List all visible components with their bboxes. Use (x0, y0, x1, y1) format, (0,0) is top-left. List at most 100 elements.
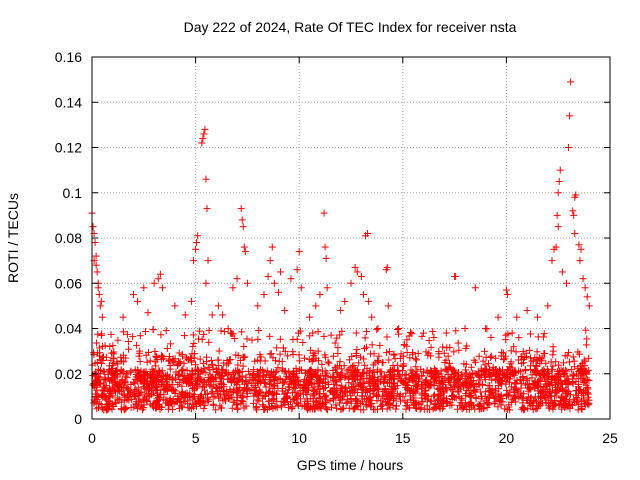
data-point (152, 352, 160, 360)
x-tick-label: 10 (291, 430, 307, 446)
data-point (548, 257, 556, 265)
data-point (502, 286, 510, 294)
data-point (92, 383, 100, 391)
data-point (484, 360, 492, 368)
data-point (381, 398, 389, 406)
data-point (275, 357, 283, 365)
x-axis-label: GPS time / hours (297, 457, 404, 473)
data-point (176, 358, 184, 366)
data-point (569, 380, 577, 388)
data-point (419, 398, 427, 406)
data-point (136, 397, 144, 405)
data-point (386, 348, 394, 356)
data-point (418, 391, 426, 399)
data-point (488, 389, 496, 397)
data-point (320, 209, 328, 217)
data-point (91, 239, 99, 247)
data-point (331, 387, 339, 395)
data-point (420, 405, 428, 413)
data-point (302, 388, 310, 396)
data-point (169, 374, 177, 382)
data-point (443, 366, 451, 374)
data-point (583, 293, 591, 301)
data-point (487, 333, 495, 341)
data-point (162, 327, 170, 335)
data-point (319, 399, 327, 407)
data-point (481, 361, 489, 369)
data-point (553, 211, 561, 219)
data-point (501, 405, 509, 413)
data-point (105, 385, 113, 393)
data-point (119, 313, 127, 321)
data-point (397, 350, 405, 358)
data-point (415, 401, 423, 409)
data-point (472, 379, 480, 387)
data-point (340, 362, 348, 370)
data-point (333, 362, 341, 370)
data-point (499, 371, 507, 379)
data-point (374, 356, 382, 364)
data-point (208, 360, 216, 368)
data-point (270, 377, 278, 385)
data-point (412, 363, 420, 371)
data-point (352, 329, 360, 337)
data-point (157, 331, 165, 339)
data-point (383, 333, 391, 341)
y-tick-label: 0.06 (55, 275, 82, 291)
data-point (170, 386, 178, 394)
data-point (109, 354, 117, 362)
data-point (553, 372, 561, 380)
data-point (572, 191, 580, 199)
data-point (92, 261, 100, 269)
data-point (312, 302, 320, 310)
data-point (471, 369, 479, 377)
data-point (254, 335, 262, 343)
data-point (95, 352, 103, 360)
data-point (377, 402, 385, 410)
data-point (259, 392, 267, 400)
data-point (158, 378, 166, 386)
data-point (180, 359, 188, 367)
data-point (266, 332, 274, 340)
data-point (243, 384, 251, 392)
data-point (400, 341, 408, 349)
data-point (366, 368, 374, 376)
data-point (209, 401, 217, 409)
data-point (214, 302, 222, 310)
data-point (130, 392, 138, 400)
data-point (312, 371, 320, 379)
data-point (363, 402, 371, 410)
data-point (204, 257, 212, 265)
data-point (485, 401, 493, 409)
data-point (259, 401, 267, 409)
data-point (162, 378, 170, 386)
data-point (390, 380, 398, 388)
data-point (271, 357, 279, 365)
data-point (186, 396, 194, 404)
data-point (314, 347, 322, 355)
data-point (411, 378, 419, 386)
data-point (107, 389, 115, 397)
data-point (494, 403, 502, 411)
data-point (314, 367, 322, 375)
data-point (449, 366, 457, 374)
data-point (370, 386, 378, 394)
data-point (489, 369, 497, 377)
data-point (471, 284, 479, 292)
data-point (403, 336, 411, 344)
data-point (281, 306, 289, 314)
data-point (464, 382, 472, 390)
data-point (187, 373, 195, 381)
data-point (253, 368, 261, 376)
data-point (190, 257, 198, 265)
data-point (114, 360, 122, 368)
data-point (514, 387, 522, 395)
data-point (368, 372, 376, 380)
x-tick-label: 20 (499, 430, 515, 446)
data-point (290, 383, 298, 391)
data-point (497, 401, 505, 409)
data-point (296, 327, 304, 335)
data-point (333, 334, 341, 342)
data-point (540, 350, 548, 358)
data-point (498, 348, 506, 356)
